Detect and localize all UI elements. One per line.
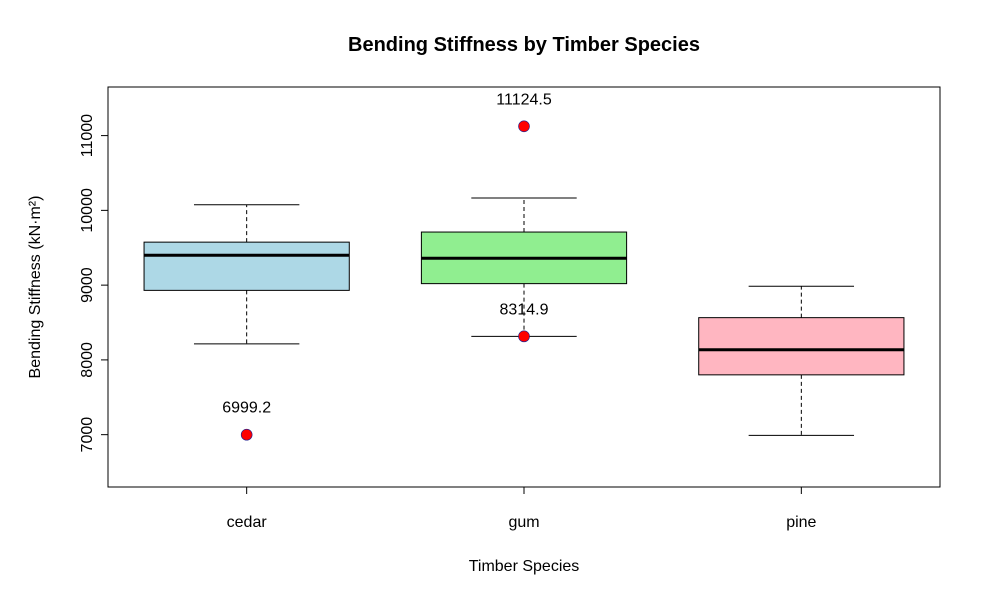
y-tick-label: 9000: [79, 267, 96, 303]
y-axis: 7000 8000 9000 10000 11000: [79, 114, 109, 453]
box-gum: [420, 197, 628, 337]
y-tick-label: 8000: [79, 342, 96, 378]
x-axis-label: Timber Species: [469, 558, 580, 575]
iqr-box: [143, 241, 350, 291]
outlier-point: [518, 120, 530, 133]
y-tick-label: 11000: [79, 114, 96, 157]
chart-title: Bending Stiffness by Timber Species: [348, 34, 700, 56]
y-tick-label: 7000: [79, 417, 96, 453]
x-tick-label: pine: [786, 514, 816, 531]
outlier-point: [240, 428, 253, 441]
outliers-group: 6999.2 11124.5 8314.9: [222, 91, 552, 441]
outlier-point: [518, 330, 530, 343]
y-axis-label: Bending Stiffness (kN·m²): [27, 196, 44, 379]
box-pine: [698, 285, 905, 436]
x-tick-label: cedar: [227, 514, 268, 531]
outlier-label: 8314.9: [500, 301, 549, 318]
x-tick-label: gum: [508, 514, 539, 531]
outlier-label: 11124.5: [496, 91, 552, 108]
box-cedar: [143, 204, 350, 345]
outlier-label: 6999.2: [222, 400, 271, 417]
boxes-group: [143, 197, 905, 436]
y-tick-label: 10000: [79, 188, 96, 233]
x-axis: cedar gum pine: [227, 486, 817, 531]
iqr-box: [698, 317, 905, 376]
